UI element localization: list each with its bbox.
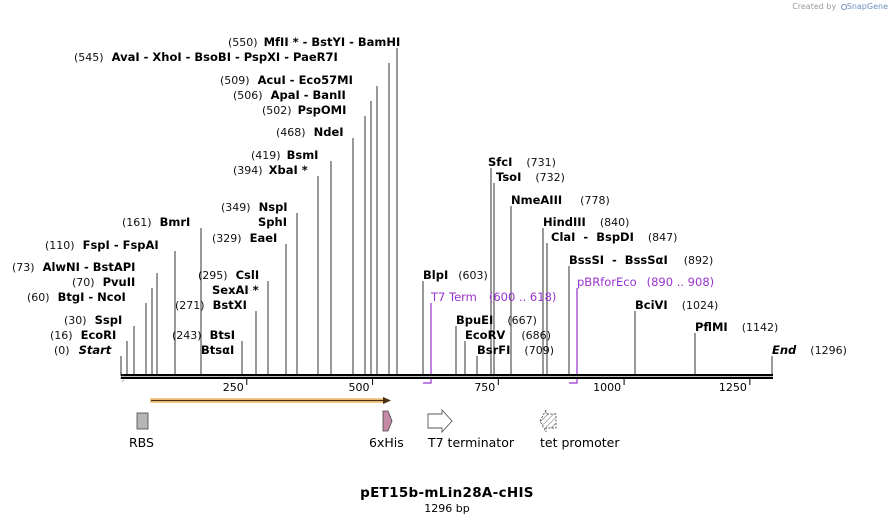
primer-label-t7-term: T7 Term (600 .. 618) bbox=[430, 290, 556, 304]
primers: T7 Term (600 .. 618) pBRforEco (890 .. 908… bbox=[423, 275, 714, 384]
site-label-sphi: SphI bbox=[258, 215, 287, 229]
site-label-sspi: (30) SspI bbox=[64, 313, 122, 327]
t7-terminator-feature-icon bbox=[427, 408, 453, 434]
rbs-feature-icon bbox=[136, 412, 149, 430]
feature-label-tet-promoter: tet promoter bbox=[540, 435, 620, 450]
site-label-alwni: (73) AlwNI - BstAPI bbox=[12, 260, 135, 274]
site-label-btsi: (243) BtsI bbox=[172, 328, 235, 342]
site-label-xbai: (394) XbaI * bbox=[233, 163, 308, 177]
site-label-bsmi: (419) BsmI bbox=[251, 148, 318, 162]
primer-marker-pbrforeco bbox=[569, 288, 578, 384]
site-label-pspomi: (502) PspOMI bbox=[262, 103, 346, 117]
site-label-btgi: (60) BtgI - NcoI bbox=[27, 290, 126, 304]
site-label-acui: (509) AcuI - Eco57MI bbox=[220, 73, 353, 87]
plasmid-title: pET15b-mLin28A-cHIS bbox=[360, 485, 534, 501]
orf-arrowhead-icon bbox=[383, 397, 391, 404]
site-label-bcivi: BciVI (1024) bbox=[635, 298, 718, 312]
tick-label-500: 500 bbox=[349, 381, 370, 394]
tick-label-1000: 1000 bbox=[593, 381, 621, 394]
site-label-pflmi: PflMI (1142) bbox=[695, 320, 778, 334]
site-label-csli: (295) CslI bbox=[198, 268, 259, 282]
site-label-end: End (1296) bbox=[772, 343, 847, 357]
axis-ticks: 250 500 750 1000 1250 bbox=[223, 379, 751, 394]
site-label-fspi: (110) FspI - FspAI bbox=[45, 238, 159, 252]
primer-marker-t7-term bbox=[423, 303, 432, 384]
backbone-start-cap bbox=[120, 371, 124, 382]
site-label-ndei: (468) NdeI bbox=[276, 125, 344, 139]
site-label-pvuii: (70) PvuII bbox=[72, 275, 135, 289]
site-label-mfli: (550) MfII * - BstYI - BamHI bbox=[228, 35, 400, 49]
tet-promoter-feature-icon bbox=[539, 409, 557, 433]
site-label-start: (0) Start bbox=[54, 343, 112, 357]
snapgene-credit: Created by SnapGene bbox=[792, 2, 888, 11]
site-label-bpuei: BpuEI (667) bbox=[456, 313, 537, 327]
feature-label-t7-terminator: T7 terminator bbox=[427, 435, 515, 450]
left-site-labels: (550) MfII * - BstYI - BamHI (545) AvaI - … bbox=[12, 35, 400, 357]
his-tag-feature-icon bbox=[382, 410, 393, 432]
site-label-hindiii: HindIII (840) bbox=[543, 215, 629, 229]
site-label-apai: (506) ApaI - BanII bbox=[233, 88, 346, 102]
primer-label-pbrforeco: pBRforEco (890 .. 908) bbox=[577, 275, 714, 289]
tick-label-750: 750 bbox=[474, 381, 495, 394]
site-label-clai: ClaI - BspDI (847) bbox=[551, 230, 677, 244]
backbone bbox=[120, 371, 773, 382]
site-label-bsrfi: BsrFI (709) bbox=[477, 343, 554, 357]
feature-label-6xhis: 6xHis bbox=[369, 435, 404, 450]
site-label-nmeaiii: NmeAIII (778) bbox=[511, 193, 610, 207]
site-label-bsssi: BssSI - BssSαI (892) bbox=[569, 253, 713, 267]
credit-brand: SnapGene bbox=[846, 2, 888, 11]
site-label-sexai: SexAI * bbox=[212, 283, 259, 297]
site-label-bmri: (161) BmrI bbox=[122, 215, 190, 229]
site-label-tsoi: TsoI (732) bbox=[496, 170, 565, 184]
tick-label-250: 250 bbox=[223, 381, 244, 394]
snapgene-logo-icon bbox=[840, 4, 847, 10]
tick-label-1250: 1250 bbox=[719, 381, 747, 394]
site-label-blpi: BlpI (603) bbox=[423, 268, 488, 282]
credit-text: Created by bbox=[792, 2, 837, 11]
site-label-avai: (545) AvaI - XhoI - BsoBI - PspXI - PaeR7… bbox=[74, 50, 338, 64]
site-lines bbox=[120, 48, 773, 376]
site-label-sfci: SfcI (731) bbox=[488, 155, 556, 169]
right-site-labels: SfcI (731) TsoI (732) NmeAIII (778) HindIII… bbox=[423, 155, 847, 357]
orf-arrow bbox=[150, 397, 391, 404]
features: RBS 6xHis T7 terminator tet promoter bbox=[129, 408, 620, 450]
site-label-btsai: BtsαI bbox=[201, 343, 234, 357]
plasmid-length: 1296 bp bbox=[424, 502, 470, 515]
site-label-bstxi: (271) BstXI bbox=[175, 298, 247, 312]
site-label-ecorv: EcoRV (686) bbox=[465, 328, 551, 342]
site-label-nspi: (349) NspI bbox=[221, 200, 288, 214]
feature-label-rbs: RBS bbox=[129, 435, 154, 450]
site-label-eaei: (329) EaeI bbox=[212, 231, 277, 245]
site-label-ecori: (16) EcoRI bbox=[50, 328, 116, 342]
